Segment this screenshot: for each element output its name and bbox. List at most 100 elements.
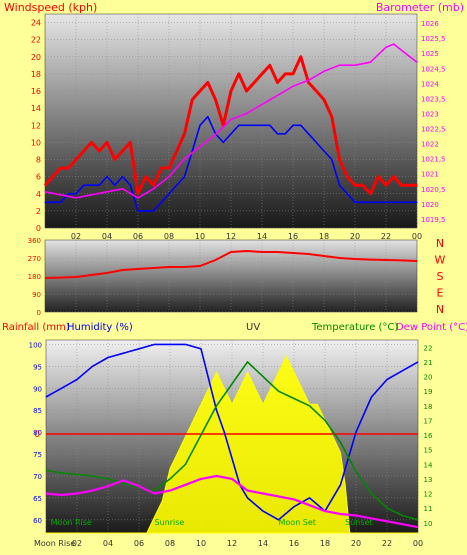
average-point xyxy=(369,201,372,203)
gust-point xyxy=(207,81,209,84)
average-point xyxy=(59,201,62,203)
direction-tick-label: 180 xyxy=(28,273,41,281)
x-tick-label: 02 xyxy=(72,539,82,548)
compass-label: S xyxy=(437,270,444,283)
wind-barometer-chart: 02 04 06 08 10 12 14 16 18 20 22 000246810121416182… xyxy=(4,1,464,241)
x-tick-label: 16 xyxy=(288,232,298,241)
average-point xyxy=(52,201,54,203)
event-annotation: Moon Rise xyxy=(51,518,92,527)
temperature-tick-label: 15 xyxy=(424,447,433,455)
barometer-point xyxy=(75,197,77,199)
average-point xyxy=(346,193,348,195)
x-tick-label: 14 xyxy=(257,232,267,241)
barometer-point xyxy=(90,194,93,196)
average-point xyxy=(67,193,69,195)
x-tick-label: 08 xyxy=(165,539,175,548)
direction-tick-label: 90 xyxy=(32,291,41,299)
barometer-tick-label: 1022 xyxy=(421,141,439,149)
gust-point xyxy=(276,81,279,84)
average-point xyxy=(222,141,224,143)
gust-point xyxy=(191,99,193,101)
average-point xyxy=(145,210,147,212)
barometer-point xyxy=(245,112,248,115)
average-point xyxy=(44,201,46,203)
barometer-point xyxy=(261,103,263,105)
average-point xyxy=(168,193,170,195)
windspeed-tick-label: 6 xyxy=(36,173,41,182)
average-point xyxy=(261,124,263,126)
barometer-point xyxy=(59,194,62,196)
temperature-tick-label: 21 xyxy=(424,359,433,367)
barometer-tick-label: 1023,5 xyxy=(421,95,446,103)
barometer-point xyxy=(183,158,186,160)
average-point xyxy=(416,201,418,203)
plot-background xyxy=(44,13,418,229)
gust-point xyxy=(121,150,124,152)
series-group xyxy=(45,343,419,534)
average-point xyxy=(300,124,302,126)
average-point xyxy=(160,201,162,203)
gust-point xyxy=(307,81,310,84)
average-point xyxy=(75,193,77,195)
event-annotation: Sunset xyxy=(345,518,372,527)
uv-index-area xyxy=(46,354,418,534)
humidity-tick-label: 100 xyxy=(29,341,42,349)
wind-direction-line xyxy=(44,249,418,279)
x-tick-label: 12 xyxy=(226,232,236,241)
barometer-tick-label: 1021,5 xyxy=(421,156,446,164)
compass-label: W xyxy=(435,254,446,267)
gust-point xyxy=(377,176,379,178)
windspeed-tick-label: 0 xyxy=(36,224,41,233)
dew-point-line xyxy=(45,474,419,529)
gust-point xyxy=(145,176,147,178)
gust-point xyxy=(385,184,387,186)
barometer-point xyxy=(354,64,356,66)
humidity-tick-label: 85 xyxy=(33,407,42,415)
gust-point xyxy=(67,167,69,169)
barometer-tick-label: 1026 xyxy=(421,20,439,28)
humidity-tick-label: 75 xyxy=(33,451,42,459)
barometer-tick-label: 1019,5 xyxy=(421,216,446,224)
rain-zero-label: 0 xyxy=(34,430,40,440)
x-tick-label: 02 xyxy=(71,232,81,241)
average-point xyxy=(137,210,139,212)
gust-point xyxy=(408,184,410,186)
compass-label: E xyxy=(437,287,444,300)
gust-point xyxy=(129,141,131,143)
barometer-point xyxy=(385,46,387,48)
barometer-point xyxy=(393,43,395,45)
x-tick-label: 10 xyxy=(195,232,205,241)
barometer-point xyxy=(369,61,372,63)
average-point xyxy=(245,124,248,126)
windspeed-tick-label: 14 xyxy=(31,104,41,113)
barometer-point xyxy=(44,191,46,193)
series-group xyxy=(44,249,418,279)
average-point xyxy=(377,201,379,203)
temperature-tick-label: 17 xyxy=(424,417,433,425)
event-annotation: Moon Set xyxy=(279,518,316,527)
gust-point xyxy=(300,56,302,58)
temperature-line xyxy=(45,361,419,521)
gust-point xyxy=(238,73,240,75)
barometer-tick-label: 1022,5 xyxy=(421,126,446,134)
gust-point xyxy=(400,184,403,186)
average-point xyxy=(253,124,255,126)
windspeed-tick-label: 2 xyxy=(36,207,41,216)
average-point xyxy=(230,133,232,135)
temperature-tick-label: 20 xyxy=(424,374,433,382)
dew-point-label: Dew Point (°C) xyxy=(396,322,467,333)
gust-point xyxy=(52,176,54,178)
compass-label: N xyxy=(436,237,444,250)
windspeed-tick-label: 8 xyxy=(36,156,41,165)
average-point xyxy=(121,176,124,178)
temperature-tick-label: 16 xyxy=(424,432,433,440)
windspeed-tick-label: 16 xyxy=(31,87,41,96)
gust-point xyxy=(292,73,294,75)
barometer-point xyxy=(106,191,108,193)
temperature-tick-label: 12 xyxy=(424,491,433,499)
x-tick-label: 16 xyxy=(289,539,299,548)
barometer-point xyxy=(323,70,325,72)
humidity-tick-label: 65 xyxy=(33,495,42,503)
